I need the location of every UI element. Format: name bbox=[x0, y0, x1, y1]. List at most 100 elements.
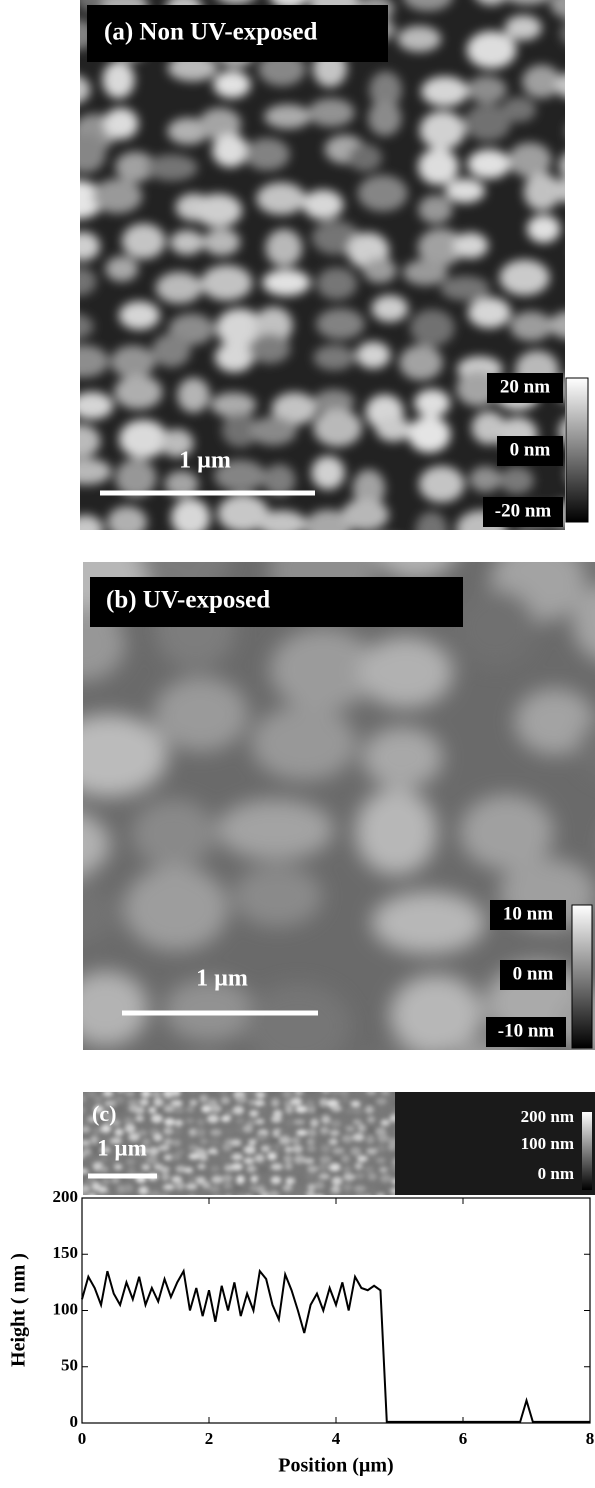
grain bbox=[284, 1146, 292, 1153]
grain bbox=[257, 510, 307, 537]
grain bbox=[308, 98, 354, 126]
grain bbox=[320, 1126, 329, 1134]
grain bbox=[231, 1154, 242, 1161]
y-tick-label: 50 bbox=[61, 1356, 78, 1375]
grain bbox=[555, 72, 595, 99]
grain bbox=[367, 1116, 375, 1123]
grain bbox=[318, 1163, 328, 1172]
grain bbox=[292, 1196, 304, 1204]
grain bbox=[372, 295, 409, 322]
grain bbox=[141, 1090, 151, 1098]
grain bbox=[93, 179, 143, 214]
y-tick-label: 0 bbox=[70, 1412, 79, 1431]
grain bbox=[65, 134, 106, 173]
grain bbox=[212, 134, 248, 167]
grain bbox=[171, 1088, 181, 1097]
grain bbox=[232, 1146, 242, 1152]
grain bbox=[376, 1098, 387, 1105]
grain bbox=[282, 1089, 292, 1098]
grain bbox=[256, 1178, 264, 1185]
grain bbox=[163, 1127, 172, 1135]
grain bbox=[366, 1188, 375, 1194]
grain bbox=[221, 1097, 230, 1105]
grain bbox=[188, 1087, 198, 1094]
grain bbox=[329, 1138, 338, 1145]
grain bbox=[467, 76, 507, 104]
grain bbox=[116, 1086, 126, 1092]
grain bbox=[340, 1120, 349, 1126]
grain bbox=[291, 1164, 300, 1172]
grain bbox=[305, 1100, 315, 1107]
grain bbox=[341, 1155, 350, 1163]
grain bbox=[410, 309, 455, 346]
grain bbox=[380, 1119, 390, 1126]
grain bbox=[161, 1172, 170, 1181]
grain bbox=[342, 1135, 353, 1143]
grain bbox=[294, 1187, 304, 1194]
grain bbox=[233, 865, 323, 926]
grain bbox=[249, 1110, 258, 1117]
grain bbox=[209, 1138, 220, 1146]
grain bbox=[87, 1090, 97, 1097]
grain bbox=[211, 1175, 223, 1183]
x-tick-label: 2 bbox=[205, 1429, 214, 1448]
grain bbox=[60, 424, 101, 457]
grain bbox=[271, 1163, 283, 1170]
grain bbox=[199, 1086, 209, 1092]
grain bbox=[397, 26, 441, 52]
grain bbox=[294, 1119, 305, 1125]
grain bbox=[307, 1145, 316, 1152]
panel-label: (b) UV-exposed bbox=[106, 587, 270, 614]
grain bbox=[159, 1166, 170, 1172]
grain bbox=[224, 1195, 232, 1203]
grain bbox=[256, 182, 305, 214]
grain bbox=[345, 1126, 355, 1132]
grain bbox=[365, 1106, 374, 1114]
grain bbox=[522, 65, 561, 98]
grain bbox=[250, 417, 297, 446]
grain bbox=[505, 15, 542, 40]
grain bbox=[578, 334, 595, 363]
grain bbox=[211, 1196, 223, 1203]
grain bbox=[222, 1143, 232, 1151]
grain bbox=[351, 1147, 362, 1156]
grain bbox=[63, 971, 148, 1046]
grain bbox=[151, 1114, 163, 1123]
grain bbox=[376, 1184, 386, 1191]
grain bbox=[307, 1128, 316, 1137]
grain bbox=[201, 265, 252, 301]
grain bbox=[164, 1105, 176, 1112]
grain bbox=[256, 1134, 267, 1141]
grain bbox=[420, 111, 466, 149]
grain bbox=[148, 1107, 156, 1114]
grain bbox=[101, 1178, 110, 1184]
grain bbox=[316, 308, 364, 339]
grain bbox=[76, 1095, 86, 1103]
grain bbox=[127, 1167, 136, 1173]
grain bbox=[314, 1181, 324, 1190]
grain bbox=[62, 267, 97, 296]
grain bbox=[329, 1164, 340, 1172]
grain bbox=[292, 1145, 303, 1153]
grain bbox=[210, 1129, 222, 1136]
grain bbox=[65, 232, 100, 261]
grain bbox=[75, 1153, 84, 1159]
grain bbox=[185, 1118, 194, 1124]
grain bbox=[319, 1098, 328, 1107]
grain bbox=[271, 1098, 279, 1107]
grain bbox=[206, 1153, 217, 1160]
grain bbox=[213, 71, 250, 98]
grain bbox=[331, 1105, 342, 1112]
grain bbox=[173, 1107, 184, 1114]
grain bbox=[186, 1183, 198, 1190]
grain bbox=[285, 1119, 294, 1127]
grain bbox=[367, 1154, 378, 1160]
grain bbox=[231, 1139, 241, 1146]
grain bbox=[330, 1120, 341, 1128]
grain bbox=[45, 539, 85, 575]
grain bbox=[469, 466, 501, 492]
grain bbox=[265, 229, 302, 267]
grain bbox=[171, 1153, 182, 1161]
grain bbox=[224, 1128, 234, 1135]
grain bbox=[468, 297, 511, 328]
